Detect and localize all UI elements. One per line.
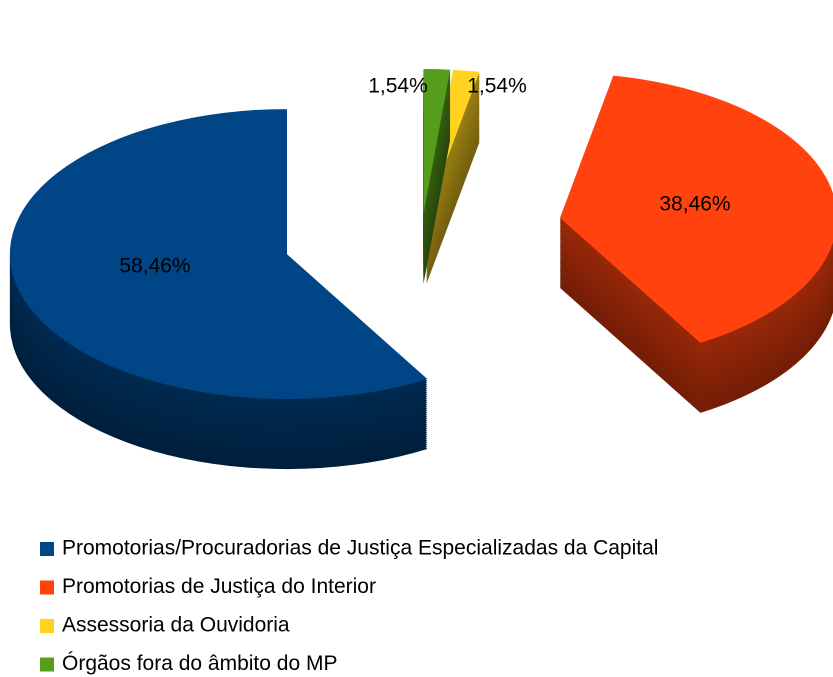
- slice-label: 1,54%: [368, 75, 428, 98]
- slice-side: [426, 99, 480, 245]
- slice-side: [426, 103, 480, 249]
- slice: [9, 109, 428, 400]
- slice-side: [426, 123, 480, 269]
- slice-label: 38,46%: [659, 193, 730, 216]
- slice-side: [426, 117, 480, 263]
- slice-side: [426, 111, 480, 257]
- legend-label: Órgãos fora do âmbito do MP: [62, 652, 337, 675]
- slice-side: [426, 125, 480, 271]
- slice-side: [426, 133, 480, 279]
- slice-side: [426, 109, 480, 255]
- slice-side: [426, 89, 480, 235]
- slice-label: 58,46%: [119, 255, 190, 278]
- legend-label: Promotorias/Procuradorias de Justiça Esp…: [62, 537, 658, 560]
- slice-side: [426, 97, 480, 243]
- legend-swatch: [40, 619, 54, 633]
- slice-side: [426, 115, 480, 261]
- slice-label: 1,54%: [467, 75, 527, 98]
- slice-side: [426, 113, 480, 259]
- slice: [423, 69, 451, 215]
- slice-side: [426, 121, 480, 267]
- legend-swatch: [40, 542, 54, 556]
- slice-side: [426, 137, 480, 283]
- legend-swatch: [40, 580, 54, 595]
- legend-label: Assessoria da Ouvidoria: [62, 614, 290, 637]
- slice-side: [426, 139, 480, 285]
- slice-side: [426, 135, 480, 281]
- legend-label: Promotorias de Justiça do Interior: [62, 575, 376, 598]
- slice: [560, 75, 833, 343]
- slice-side: [426, 105, 480, 251]
- slice-side: [426, 129, 480, 275]
- slice-side: [426, 119, 480, 265]
- legend-swatch: [40, 657, 54, 672]
- slice-side: [426, 107, 480, 253]
- slice-side: [426, 93, 480, 239]
- slice-side: [426, 127, 480, 273]
- slice-side: [426, 101, 480, 247]
- slice-side: [426, 131, 480, 277]
- slice-side: [426, 91, 480, 237]
- slice-side: [426, 95, 480, 241]
